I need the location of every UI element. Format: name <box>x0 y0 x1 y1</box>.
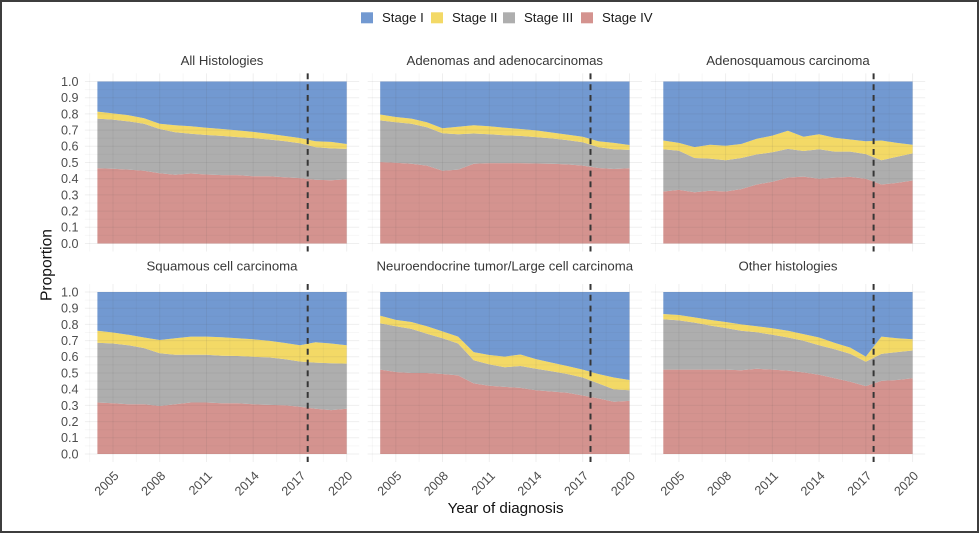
svg-text:Other histologies: Other histologies <box>739 259 838 274</box>
svg-text:Adenomas and adenocarcinomas: Adenomas and adenocarcinomas <box>407 53 604 68</box>
svg-text:Stage III: Stage III <box>524 10 573 25</box>
svg-text:0.4: 0.4 <box>61 383 79 397</box>
svg-text:0.8: 0.8 <box>61 318 79 332</box>
svg-text:Stage II: Stage II <box>452 10 497 25</box>
svg-text:All Histologies: All Histologies <box>181 53 264 68</box>
svg-text:0.9: 0.9 <box>61 302 79 316</box>
svg-text:0.5: 0.5 <box>61 366 79 380</box>
svg-text:0.5: 0.5 <box>61 156 79 170</box>
svg-text:0.9: 0.9 <box>61 91 79 105</box>
svg-text:0.4: 0.4 <box>61 172 79 186</box>
svg-text:Neuroendocrine tumor/Large cel: Neuroendocrine tumor/Large cell carcinom… <box>377 259 634 274</box>
svg-text:0.7: 0.7 <box>61 124 79 138</box>
svg-text:0.6: 0.6 <box>61 350 79 364</box>
svg-text:0.2: 0.2 <box>61 205 79 219</box>
svg-text:Stage IV: Stage IV <box>602 10 653 25</box>
svg-text:0.2: 0.2 <box>61 415 79 429</box>
svg-text:Proportion: Proportion <box>39 229 56 301</box>
svg-text:0.0: 0.0 <box>61 447 79 461</box>
svg-text:0.8: 0.8 <box>61 107 79 121</box>
svg-text:0.1: 0.1 <box>61 431 79 445</box>
svg-text:0.3: 0.3 <box>61 188 79 202</box>
svg-text:0.3: 0.3 <box>61 399 79 413</box>
svg-text:Squamous cell carcinoma: Squamous cell carcinoma <box>147 259 299 274</box>
svg-text:Stage I: Stage I <box>382 10 424 25</box>
svg-text:1.0: 1.0 <box>61 75 79 89</box>
svg-text:0.7: 0.7 <box>61 334 79 348</box>
svg-text:1.0: 1.0 <box>61 285 79 299</box>
svg-text:0.1: 0.1 <box>61 221 79 235</box>
svg-text:0.0: 0.0 <box>61 237 79 251</box>
svg-text:0.6: 0.6 <box>61 140 79 154</box>
svg-text:Year of diagnosis: Year of diagnosis <box>448 500 564 517</box>
svg-text:Adenosquamous carcinoma: Adenosquamous carcinoma <box>706 53 870 68</box>
